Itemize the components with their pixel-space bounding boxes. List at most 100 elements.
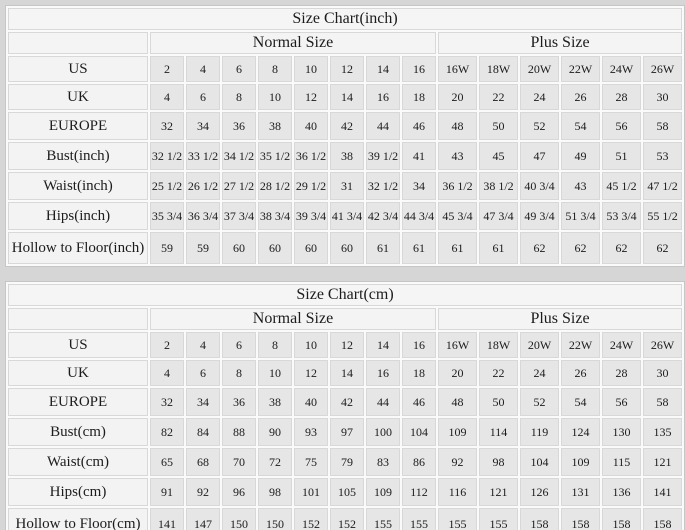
size-value-cell: 124 xyxy=(561,418,600,446)
row-label: Waist(inch) xyxy=(8,172,148,200)
size-value-cell: 42 xyxy=(330,112,364,140)
table-row: UK 4 6 8 10 12 14 16 18 20 22 24 26 28 30 xyxy=(8,360,683,386)
size-value-cell: 65 xyxy=(150,448,184,476)
size-value-cell: 50 xyxy=(479,388,518,416)
size-value-cell: 8 xyxy=(222,360,256,386)
size-value-cell: 84 xyxy=(186,418,220,446)
size-value-cell: 53 xyxy=(643,142,683,170)
size-value-cell: 70 xyxy=(222,448,256,476)
size-value-cell: 6 xyxy=(222,56,256,82)
size-value-cell: 34 xyxy=(186,388,220,416)
size-value-cell: 12 xyxy=(330,332,364,358)
size-value-cell: 75 xyxy=(294,448,328,476)
size-value-cell: 45 xyxy=(479,142,518,170)
size-value-cell: 14 xyxy=(366,56,400,82)
size-value-cell: 31 xyxy=(330,172,364,200)
size-value-cell: 26W xyxy=(643,56,683,82)
size-value-cell: 58 xyxy=(643,388,683,416)
size-value-cell: 10 xyxy=(258,84,292,110)
row-label: Hollow to Floor(inch) xyxy=(8,232,148,264)
size-value-cell: 155 xyxy=(366,508,400,530)
size-value-cell: 68 xyxy=(186,448,220,476)
table-row: Hollow to Floor(cm) 141 147 150 150 152 152 155… xyxy=(8,508,683,530)
size-value-cell: 6 xyxy=(186,360,220,386)
size-value-cell: 10 xyxy=(258,360,292,386)
table-row: EUROPE 32 34 36 38 40 42 44 46 48 50 52 54 56 58 xyxy=(8,388,683,416)
size-value-cell: 115 xyxy=(602,448,641,476)
size-value-cell: 42 xyxy=(330,388,364,416)
size-value-cell: 121 xyxy=(643,448,683,476)
size-value-cell: 48 xyxy=(438,112,477,140)
table-row: Bust(cm) 82 84 88 90 93 97 100 104 109 114 119 124 13… xyxy=(8,418,683,446)
size-value-cell: 50 xyxy=(479,112,518,140)
size-value-cell: 18 xyxy=(402,360,436,386)
size-value-cell: 47 xyxy=(520,142,559,170)
size-value-cell: 28 xyxy=(602,84,641,110)
size-value-cell: 58 xyxy=(643,112,683,140)
size-value-cell: 62 xyxy=(602,232,641,264)
size-value-cell: 49 xyxy=(561,142,600,170)
size-value-cell: 45 3/4 xyxy=(438,202,477,230)
size-value-cell: 32 1/2 xyxy=(150,142,184,170)
size-value-cell: 48 xyxy=(438,388,477,416)
size-value-cell: 131 xyxy=(561,478,600,506)
size-value-cell: 27 1/2 xyxy=(222,172,256,200)
size-value-cell: 4 xyxy=(150,84,184,110)
size-value-cell: 26 xyxy=(561,360,600,386)
size-value-cell: 14 xyxy=(330,360,364,386)
size-value-cell: 24W xyxy=(602,56,641,82)
row-label: UK xyxy=(8,360,148,386)
size-value-cell: 16 xyxy=(402,332,436,358)
size-value-cell: 52 xyxy=(520,388,559,416)
size-value-cell: 40 xyxy=(294,388,328,416)
table-row: Bust(inch) 32 1/2 33 1/2 34 1/2 35 1/2 36 1/2… xyxy=(8,142,683,170)
size-value-cell: 62 xyxy=(643,232,683,264)
plus-size-header: Plus Size xyxy=(438,32,683,54)
size-value-cell: 112 xyxy=(402,478,436,506)
size-value-cell: 158 xyxy=(643,508,683,530)
size-value-cell: 22W xyxy=(561,56,600,82)
size-value-cell: 20 xyxy=(438,84,477,110)
size-value-cell: 16 xyxy=(366,84,400,110)
size-value-cell: 2 xyxy=(150,56,184,82)
size-value-cell: 38 3/4 xyxy=(258,202,292,230)
size-value-cell: 109 xyxy=(366,478,400,506)
size-value-cell: 4 xyxy=(186,332,220,358)
size-chart-cm-table: Size Chart(cm) Normal Size Plus Size US 2… xyxy=(5,281,686,530)
size-value-cell: 45 1/2 xyxy=(602,172,641,200)
size-value-cell: 56 xyxy=(602,388,641,416)
size-value-cell: 32 1/2 xyxy=(366,172,400,200)
table-row: EUROPE 32 34 36 38 40 42 44 46 48 50 52 54 56 58 xyxy=(8,112,683,140)
table-row: Waist(cm) 65 68 70 72 75 79 83 86 92 98 104 109 115 12… xyxy=(8,448,683,476)
size-value-cell: 36 xyxy=(222,388,256,416)
size-value-cell: 98 xyxy=(258,478,292,506)
size-value-cell: 37 3/4 xyxy=(222,202,256,230)
size-value-cell: 34 1/2 xyxy=(222,142,256,170)
normal-size-header: Normal Size xyxy=(150,308,436,330)
size-value-cell: 25 1/2 xyxy=(150,172,184,200)
row-label: EUROPE xyxy=(8,112,148,140)
size-value-cell: 109 xyxy=(438,418,477,446)
size-value-cell: 20 xyxy=(438,360,477,386)
size-value-cell: 121 xyxy=(479,478,518,506)
size-value-cell: 38 1/2 xyxy=(479,172,518,200)
size-value-cell: 44 3/4 xyxy=(402,202,436,230)
size-value-cell: 97 xyxy=(330,418,364,446)
size-value-cell: 38 xyxy=(330,142,364,170)
size-value-cell: 135 xyxy=(643,418,683,446)
size-value-cell: 104 xyxy=(520,448,559,476)
size-value-cell: 92 xyxy=(438,448,477,476)
size-value-cell: 20W xyxy=(520,332,559,358)
chart-title-inch: Size Chart(inch) xyxy=(8,8,683,30)
size-value-cell: 20W xyxy=(520,56,559,82)
size-value-cell: 39 3/4 xyxy=(294,202,328,230)
size-value-cell: 150 xyxy=(222,508,256,530)
size-value-cell: 100 xyxy=(366,418,400,446)
table-row: UK 4 6 8 10 12 14 16 18 20 22 24 26 28 30 xyxy=(8,84,683,110)
size-value-cell: 38 xyxy=(258,388,292,416)
size-value-cell: 158 xyxy=(520,508,559,530)
size-value-cell: 105 xyxy=(330,478,364,506)
size-value-cell: 72 xyxy=(258,448,292,476)
table-row: Hollow to Floor(inch) 59 59 60 60 60 60 61 61 61 6… xyxy=(8,232,683,264)
size-value-cell: 55 1/2 xyxy=(643,202,683,230)
